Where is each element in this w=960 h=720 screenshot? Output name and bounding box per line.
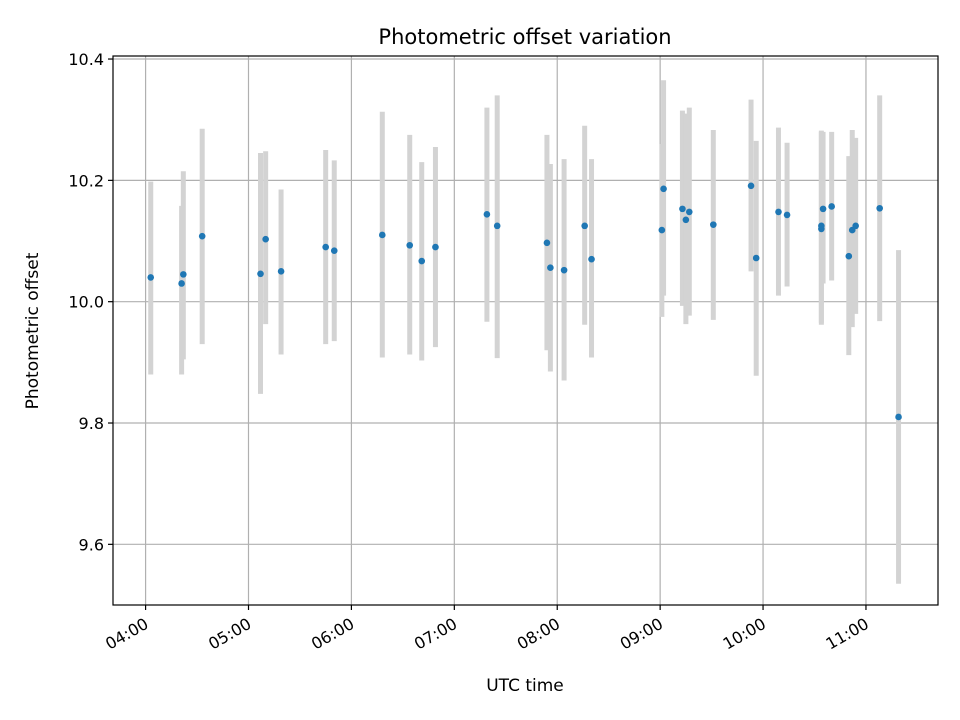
data-point (682, 216, 690, 224)
data-point (257, 270, 264, 278)
data-point (147, 274, 155, 281)
data-point (493, 222, 501, 230)
data-point (679, 205, 686, 213)
y-axis-label: Photometric offset (23, 252, 43, 409)
y-tick-label: 9.6 (79, 535, 104, 554)
data-point (660, 185, 667, 193)
data-point (378, 231, 386, 239)
data-point (262, 235, 269, 243)
data-point (322, 243, 329, 251)
data-point (178, 280, 185, 287)
data-points (147, 182, 902, 421)
data-point (852, 222, 859, 230)
data-point (418, 257, 426, 265)
plot-frame (112, 55, 939, 606)
data-point (483, 211, 491, 218)
data-point (330, 247, 338, 255)
data-point (588, 255, 595, 263)
data-point (198, 232, 206, 240)
x-axis-label: UTC time (486, 676, 564, 696)
data-point (775, 208, 782, 216)
data-point (406, 241, 414, 249)
data-point (845, 252, 853, 260)
data-point (432, 243, 439, 251)
data-point (752, 254, 760, 262)
data-point (819, 205, 827, 213)
data-point (828, 203, 835, 210)
data-point (685, 208, 693, 216)
data-point (895, 413, 902, 421)
data-point (277, 268, 285, 275)
data-point (876, 204, 883, 212)
data-point (710, 221, 717, 228)
data-point (658, 226, 666, 234)
data-point (543, 239, 551, 247)
data-point (783, 211, 791, 219)
data-point (747, 182, 755, 190)
data-point (180, 271, 187, 278)
data-point (818, 222, 825, 230)
y-tick-label: 10.2 (68, 171, 104, 190)
y-tick-label: 10.0 (68, 293, 104, 312)
data-point (547, 264, 554, 272)
chart-title: Photometric offset variation (378, 25, 671, 49)
data-point (581, 222, 588, 230)
y-tick-label: 10.4 (68, 50, 104, 69)
data-point (560, 266, 568, 274)
y-tick-label: 9.8 (79, 414, 104, 433)
